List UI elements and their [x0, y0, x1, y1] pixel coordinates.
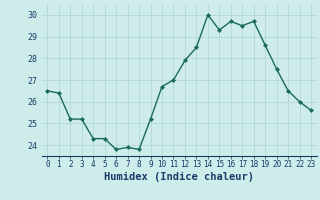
X-axis label: Humidex (Indice chaleur): Humidex (Indice chaleur) — [104, 172, 254, 182]
